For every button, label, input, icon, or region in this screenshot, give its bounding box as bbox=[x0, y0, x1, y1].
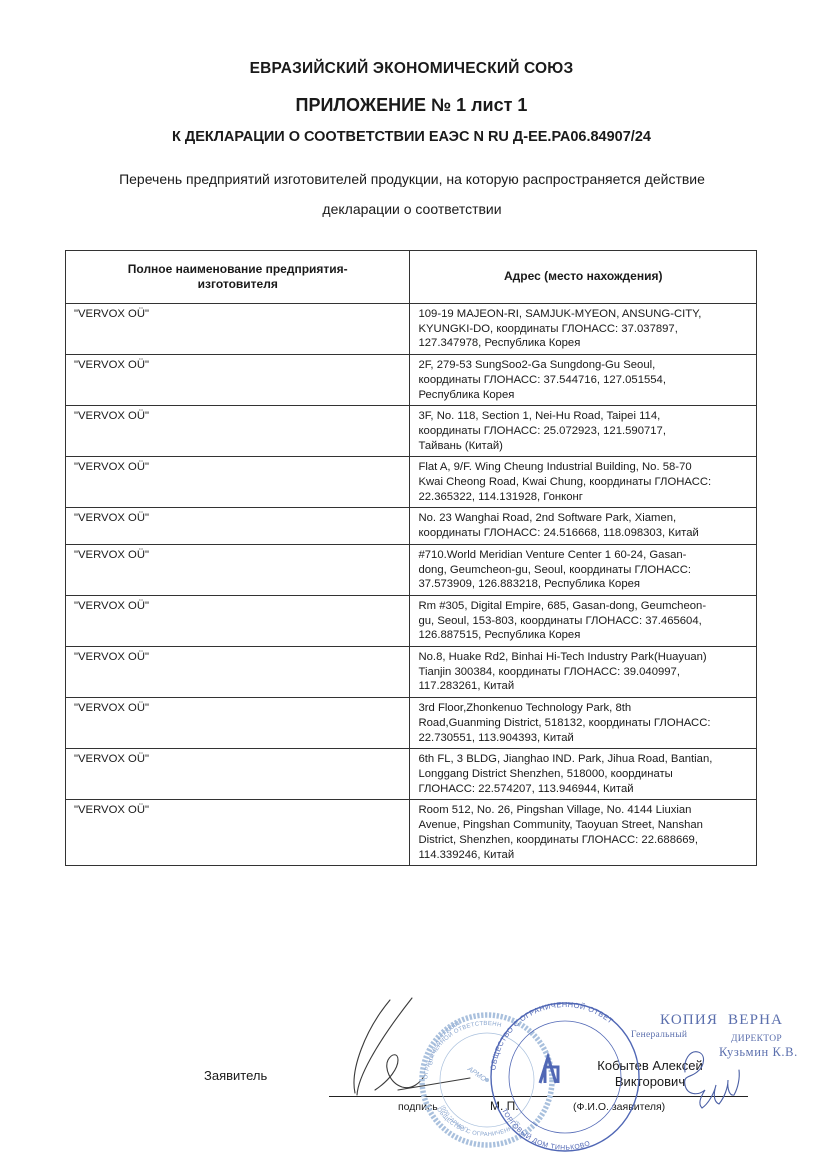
svg-text:АРМО: АРМО bbox=[465, 1065, 487, 1083]
